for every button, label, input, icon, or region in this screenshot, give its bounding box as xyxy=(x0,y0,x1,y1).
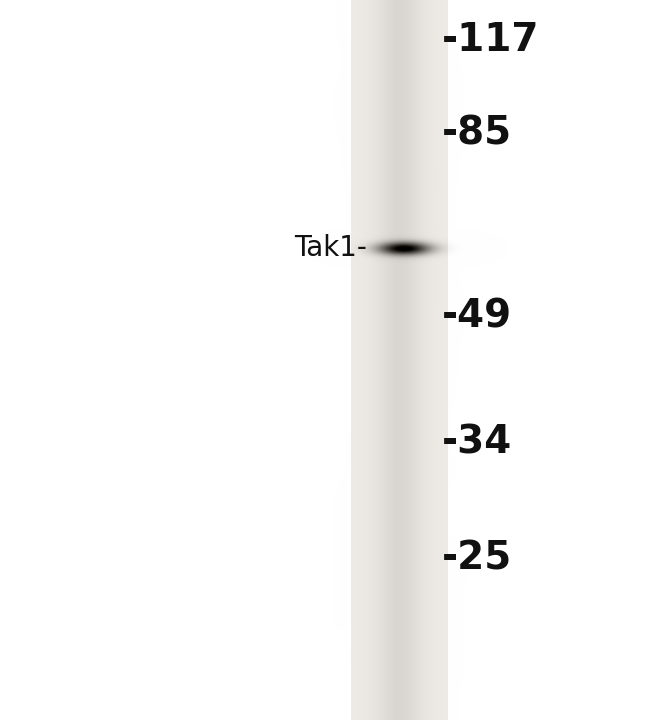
Text: Tak1-: Tak1- xyxy=(294,235,367,262)
Text: -34: -34 xyxy=(442,424,512,462)
Text: -25: -25 xyxy=(442,539,512,577)
Text: -117: -117 xyxy=(442,21,540,58)
Text: -85: -85 xyxy=(442,114,512,152)
Text: -49: -49 xyxy=(442,298,512,336)
